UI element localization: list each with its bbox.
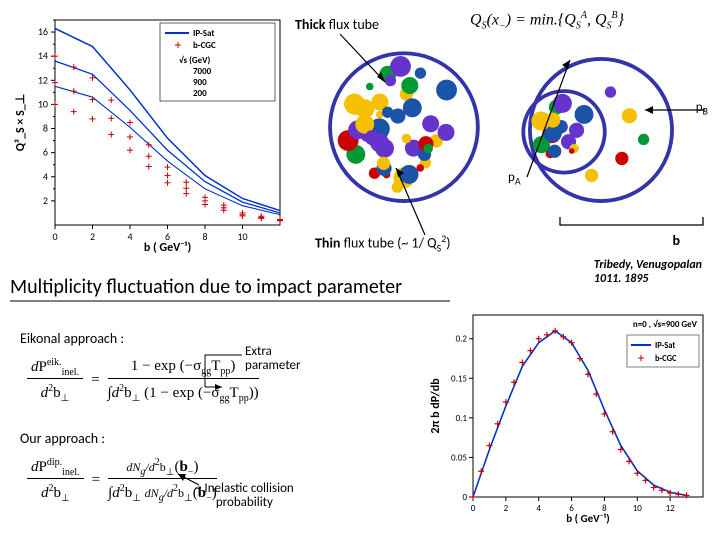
svg-text:2: 2 (504, 503, 509, 514)
svg-text:0: 0 (52, 230, 57, 243)
svg-text:0.1: 0.1 (456, 413, 468, 424)
svg-text:√s (GeV): √s (GeV) (179, 55, 210, 66)
b-bracket (558, 215, 708, 235)
svg-text:IP-Sat: IP-Sat (193, 28, 214, 39)
inel-2: probability (195, 496, 294, 510)
svg-text:2: 2 (43, 194, 48, 207)
citation: Tribedy, Venugopalan 1011. 1895 (594, 258, 702, 287)
thin-arrow (380, 160, 440, 240)
qs-formula: QS(x−) = min.{QSA, QSB} (470, 10, 624, 32)
extra-2: parameter (245, 359, 301, 373)
inelastic-label: ~ Inelastic collision probability (195, 482, 294, 511)
pB-arrow (640, 100, 710, 120)
qs-plot: 0246810246810121416IP-Satb-CGC√s (GeV)70… (10, 15, 285, 255)
svg-text:900: 900 (193, 77, 207, 88)
svg-text:8: 8 (43, 122, 48, 135)
thick-arrow (325, 30, 405, 90)
svg-text:12: 12 (666, 503, 676, 514)
svg-text:n=0 , √s=900 GeV: n=0 , √s=900 GeV (633, 319, 698, 330)
svg-text:2: 2 (90, 230, 95, 243)
extra-param-label: Extra parameter (245, 345, 301, 374)
svg-text:0.15: 0.15 (451, 373, 467, 384)
svg-text:IP-Sat: IP-Sat (655, 341, 675, 351)
extra-1: Extra (245, 345, 301, 359)
title-underline (10, 300, 450, 302)
svg-text:Q²_S × S_⊥: Q²_S × S_⊥ (14, 94, 28, 151)
svg-text:200: 200 (193, 88, 207, 99)
thick-bold: Thick (295, 16, 325, 33)
svg-text:7000: 7000 (193, 66, 212, 77)
svg-text:4: 4 (127, 230, 132, 243)
svg-text:2π b dP/db: 2π b dP/db (429, 378, 443, 434)
svg-text:0: 0 (471, 503, 476, 514)
pA-label: pA (508, 170, 521, 188)
svg-text:0: 0 (462, 492, 467, 503)
svg-text:8: 8 (202, 230, 207, 243)
svg-text:16: 16 (38, 25, 48, 38)
svg-text:10: 10 (38, 97, 48, 110)
svg-text:b-CGC: b-CGC (655, 354, 677, 364)
our-label: Our approach : (20, 430, 105, 447)
svg-text:4: 4 (43, 170, 48, 183)
inel-arrow (174, 470, 202, 490)
svg-text:b ( GeV⁻¹): b ( GeV⁻¹) (144, 241, 191, 255)
svg-text:14: 14 (38, 49, 48, 62)
inel-1: ~ Inelastic collision (195, 482, 294, 496)
thin-close: ) (446, 235, 450, 252)
svg-text:6: 6 (43, 146, 48, 159)
svg-text:b-CGC: b-CGC (193, 40, 216, 51)
thin-bold: Thin (315, 235, 340, 252)
prob-plot: 02468101200.050.10.150.2n=0 , √s=900 GeV… (423, 310, 708, 525)
svg-text:0.2: 0.2 (456, 334, 468, 345)
citation-line1: Tribedy, Venugopalan (594, 258, 702, 272)
citation-line2: 1011. 1895 (594, 272, 702, 286)
extra-bracket (202, 352, 247, 392)
svg-text:4: 4 (536, 503, 541, 514)
pA-arrow (525, 55, 585, 185)
svg-text:0.05: 0.05 (451, 452, 467, 463)
svg-text:10: 10 (633, 503, 643, 514)
eikonal-label: Eikonal approach : (20, 330, 124, 347)
svg-text:b ( GeV⁻¹): b ( GeV⁻¹) (566, 512, 609, 525)
svg-text:10: 10 (237, 230, 247, 243)
main-title: Multiplicity fluctuation due to impact p… (10, 275, 402, 299)
pA-sub: A (515, 175, 521, 188)
pA-p: p (508, 170, 515, 185)
svg-text:12: 12 (38, 73, 48, 86)
